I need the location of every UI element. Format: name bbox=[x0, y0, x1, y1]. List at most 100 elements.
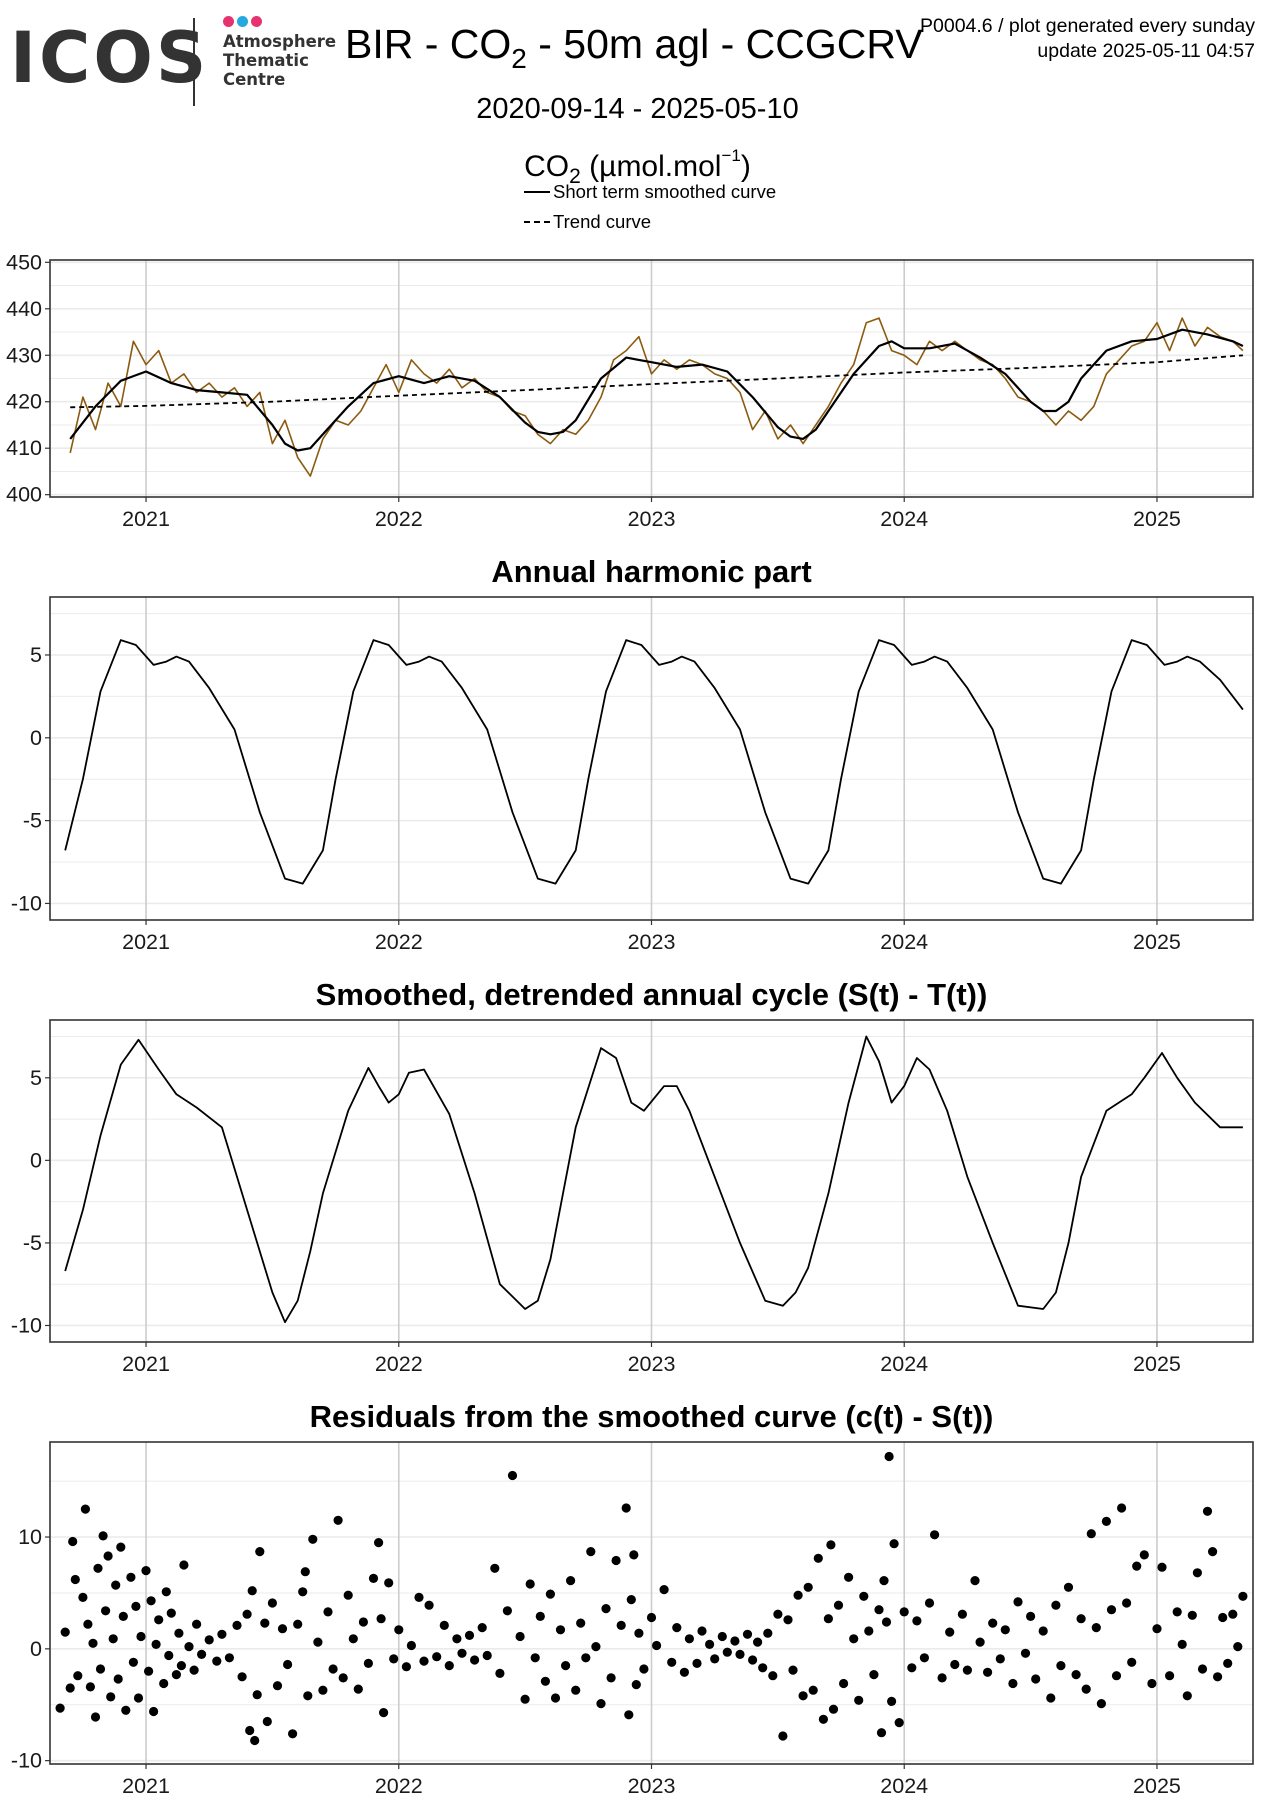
residual-point bbox=[272, 1681, 283, 1691]
residual-point bbox=[826, 1540, 836, 1550]
residual-point bbox=[333, 1515, 343, 1525]
residual-point bbox=[401, 1662, 411, 1672]
residual-point bbox=[1106, 1605, 1117, 1615]
residual-point bbox=[945, 1627, 955, 1637]
residual-point bbox=[328, 1664, 338, 1674]
residual-point bbox=[88, 1638, 98, 1648]
x-tick-label: 2025 bbox=[1133, 1352, 1181, 1376]
residual-point bbox=[245, 1725, 255, 1736]
residual-point bbox=[1197, 1664, 1208, 1674]
legend-label: Trend curve bbox=[553, 211, 652, 232]
x-tick-label: 2021 bbox=[122, 930, 170, 954]
residual-point bbox=[159, 1678, 169, 1689]
residual-point bbox=[482, 1650, 492, 1661]
residual-point bbox=[406, 1640, 416, 1651]
residual-point bbox=[394, 1625, 404, 1635]
logo-dot bbox=[251, 16, 262, 27]
icos-logo: ICOS Atmosphere Thematic Centre bbox=[10, 14, 336, 106]
residual-point bbox=[697, 1626, 707, 1636]
residual-point bbox=[477, 1623, 487, 1633]
residual-point bbox=[1117, 1503, 1127, 1513]
residual-point bbox=[924, 1598, 935, 1608]
residual-point bbox=[823, 1614, 834, 1624]
residual-point bbox=[854, 1695, 864, 1705]
residual-point bbox=[1056, 1661, 1066, 1671]
residual-point bbox=[758, 1663, 768, 1673]
logo-subtitle-line: Atmosphere bbox=[223, 32, 337, 51]
y-tick-label: -5 bbox=[23, 809, 42, 833]
residual-point bbox=[313, 1637, 323, 1647]
residual-point bbox=[179, 1560, 189, 1570]
residual-point bbox=[631, 1680, 641, 1690]
y-tick-label: -5 bbox=[23, 1231, 42, 1255]
residual-point bbox=[1238, 1591, 1248, 1601]
date-range: 2020-09-14 - 2025-05-10 bbox=[476, 93, 799, 125]
residual-point bbox=[679, 1667, 690, 1677]
raw-co2-line bbox=[69, 317, 1244, 477]
x-tick-label: 2022 bbox=[375, 930, 423, 954]
residual-point bbox=[1038, 1626, 1048, 1636]
y-tick-label: 450 bbox=[6, 250, 42, 274]
residual-point bbox=[1152, 1624, 1162, 1634]
residual-point bbox=[983, 1667, 993, 1677]
residual-point bbox=[839, 1678, 849, 1689]
units-subscript: 2 bbox=[569, 165, 581, 188]
residual-point bbox=[1031, 1674, 1041, 1684]
residual-point bbox=[937, 1673, 947, 1683]
units-part: ) bbox=[740, 150, 751, 183]
x-tick-label: 2023 bbox=[628, 1774, 676, 1798]
residual-point bbox=[1132, 1561, 1142, 1571]
residual-point bbox=[1046, 1693, 1056, 1703]
residual-point bbox=[1182, 1691, 1192, 1701]
residual-point bbox=[376, 1614, 386, 1624]
residual-point bbox=[111, 1580, 121, 1590]
units-label: CO2 (µmol.mol−1) bbox=[0, 138, 1275, 195]
y-tick-label: 5 bbox=[30, 1066, 42, 1090]
residual-point bbox=[363, 1658, 373, 1668]
residual-point bbox=[128, 1657, 138, 1667]
panel-border bbox=[49, 1441, 1254, 1765]
residual-point bbox=[887, 1696, 897, 1706]
residual-point bbox=[624, 1710, 634, 1720]
residual-point bbox=[121, 1705, 131, 1715]
residual-point bbox=[166, 1608, 176, 1618]
residual-point bbox=[520, 1694, 530, 1704]
y-tick-label: 0 bbox=[30, 1148, 42, 1172]
residual-point bbox=[515, 1631, 525, 1642]
residual-point bbox=[596, 1699, 606, 1709]
residual-point bbox=[621, 1503, 631, 1513]
residual-point bbox=[338, 1673, 348, 1683]
residual-point bbox=[988, 1618, 998, 1628]
panel-border bbox=[49, 1019, 1254, 1343]
residual-point bbox=[374, 1538, 384, 1548]
residual-point bbox=[1177, 1639, 1187, 1649]
residual-point bbox=[1139, 1550, 1149, 1560]
residual-point bbox=[192, 1619, 202, 1629]
residual-point bbox=[358, 1617, 368, 1627]
residual-point bbox=[813, 1553, 823, 1563]
residual-point bbox=[530, 1653, 540, 1663]
residual-point bbox=[912, 1616, 922, 1626]
residual-point bbox=[818, 1714, 829, 1724]
residual-point bbox=[126, 1572, 136, 1582]
residual-point bbox=[876, 1728, 887, 1738]
residual-point bbox=[507, 1470, 518, 1481]
residual-point bbox=[101, 1606, 111, 1616]
residual-point bbox=[78, 1592, 88, 1602]
units-part: CO bbox=[524, 150, 570, 183]
residual-point bbox=[616, 1620, 626, 1630]
residual-point bbox=[667, 1657, 677, 1667]
residual-point bbox=[1233, 1642, 1243, 1652]
residual-point bbox=[907, 1663, 917, 1673]
residual-point bbox=[793, 1590, 803, 1600]
residual-point bbox=[894, 1718, 904, 1728]
residual-point bbox=[889, 1539, 899, 1549]
x-tick-label: 2025 bbox=[1133, 930, 1181, 954]
x-tick-label: 2021 bbox=[122, 1352, 170, 1376]
title-part: - 50m agl - CCGCRV bbox=[526, 21, 923, 67]
units-part: (µmol.mol bbox=[580, 150, 722, 183]
residual-point bbox=[849, 1634, 859, 1644]
residual-point bbox=[93, 1563, 103, 1573]
generation-info: P0004.6 / plot generated every sunday up… bbox=[920, 14, 1255, 64]
residual-point bbox=[83, 1619, 93, 1629]
